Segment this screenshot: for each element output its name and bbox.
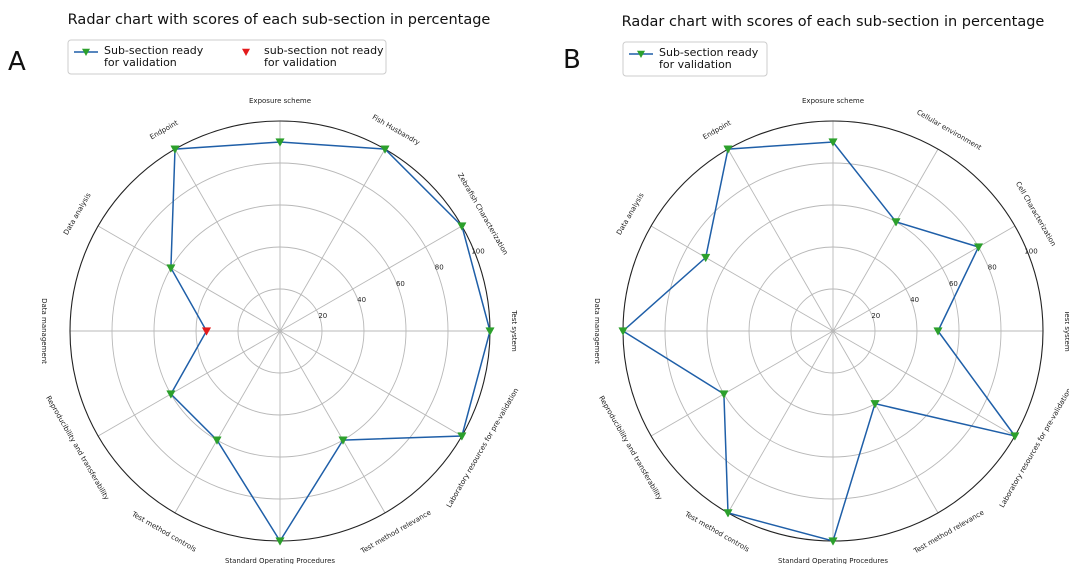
ready-marker	[275, 537, 285, 546]
ready-marker	[701, 253, 711, 263]
red-triangle-icon	[242, 48, 250, 56]
ready-marker	[933, 327, 943, 336]
radar-chart-b: Radar chart with scores of each sub-sect…	[563, 14, 1069, 564]
radial-tick-label: 20	[871, 312, 880, 320]
ready-marker	[719, 390, 729, 399]
grid-spoke	[650, 225, 834, 332]
ready-marker	[891, 218, 901, 227]
grid-spoke	[174, 330, 281, 514]
grid-spoke	[832, 148, 939, 332]
radar-panel-b: Radar chart with scores of each sub-sect…	[535, 0, 1069, 564]
category-label: Exposure scheme	[802, 97, 864, 105]
not-ready-marker	[201, 327, 212, 336]
category-label: Test method controls	[129, 510, 198, 554]
ready-marker	[485, 327, 495, 336]
category-label: Test system	[1063, 309, 1069, 351]
panel-letter: B	[563, 45, 581, 75]
grid-spoke	[832, 330, 939, 514]
radial-tick-label: 40	[910, 296, 919, 304]
ready-marker	[457, 222, 467, 231]
ready-marker	[338, 436, 348, 445]
category-label: Data management	[593, 298, 601, 364]
radial-tick-label: 60	[396, 280, 405, 288]
ready-marker	[618, 327, 628, 336]
category-label: Endpoint	[702, 119, 733, 142]
legend-label: Sub-section ready	[659, 46, 759, 59]
ready-marker	[380, 145, 390, 154]
radar-grid	[623, 121, 1043, 541]
grid-spoke	[727, 148, 834, 332]
chart-title: Radar chart with scores of each sub-sect…	[622, 14, 1045, 30]
green-triangle-icon	[637, 50, 645, 58]
grid-spoke	[650, 330, 834, 437]
ready-marker	[828, 537, 838, 546]
grid-spoke	[279, 330, 386, 514]
legend-box	[622, 41, 768, 77]
grid-spoke	[97, 330, 281, 437]
series-line	[621, 141, 1017, 542]
radar-grid	[70, 121, 490, 541]
legend-label: for validation	[659, 58, 732, 71]
grid-spoke	[832, 225, 1016, 332]
category-label: Test system	[510, 309, 518, 351]
grid-spoke	[279, 148, 386, 332]
category-label: Data analysis	[62, 191, 93, 236]
category-label: Fish Husbandry	[371, 113, 422, 147]
ready-marker	[212, 436, 222, 445]
category-label: Cellular environment	[915, 108, 983, 152]
green-triangle-icon	[82, 48, 90, 56]
radial-tick-label: 80	[988, 264, 997, 272]
ready-marker	[166, 264, 176, 273]
category-label: Exposure scheme	[249, 97, 311, 105]
grid-spoke	[174, 148, 281, 332]
ready-marker	[723, 509, 733, 518]
ready-marker	[723, 145, 733, 154]
category-label: Cell Characterization	[1014, 180, 1058, 247]
legend-box	[67, 39, 387, 75]
legend-label: sub-section not ready	[264, 44, 384, 57]
category-label: Standard Operating Procedures	[778, 557, 888, 564]
ready-marker	[170, 145, 180, 154]
category-label: Data analysis	[615, 191, 646, 236]
category-label: Standard Operating Procedures	[225, 557, 335, 564]
grid-spoke	[832, 330, 1016, 437]
ready-marker	[275, 138, 285, 147]
ready-marker	[870, 400, 880, 409]
category-label: Laboratory resources for pre-validation	[445, 387, 520, 509]
category-label: Data management	[40, 298, 48, 364]
category-label: Reproducibility and transferability	[44, 395, 110, 502]
ready-marker	[1010, 432, 1020, 441]
legend-label: Sub-section ready	[104, 44, 204, 57]
series-line	[169, 141, 491, 543]
ready-marker	[828, 138, 838, 147]
category-label: Test method relevance	[912, 509, 986, 556]
radial-tick-label: 40	[357, 296, 366, 304]
grid-spoke	[279, 330, 463, 437]
radar-panel-a: Radar chart with scores of each sub-sect…	[0, 0, 534, 564]
category-label: Reproducibility and transferability	[597, 395, 663, 502]
grid-spoke	[727, 330, 834, 514]
chart-title: Radar chart with scores of each sub-sect…	[68, 12, 491, 28]
category-label: Test method relevance	[359, 509, 433, 556]
ready-marker	[166, 390, 176, 399]
ready-marker	[973, 243, 984, 252]
legend-label: for validation	[264, 56, 337, 69]
radial-tick-label: 80	[435, 264, 444, 272]
category-label: Laboratory resources for pre-validation	[998, 387, 1069, 509]
panel-letter: A	[8, 47, 26, 77]
radial-tick-label: 100	[1024, 248, 1037, 256]
category-label: Zebrafish Characterization	[456, 172, 510, 257]
radial-tick-label: 60	[949, 280, 958, 288]
legend-label: for validation	[104, 56, 177, 69]
radial-tick-label: 20	[318, 312, 327, 320]
ready-marker	[457, 432, 467, 441]
category-label: Endpoint	[149, 119, 180, 142]
radial-tick-label: 100	[471, 248, 484, 256]
grid-spoke	[279, 225, 463, 332]
radar-chart-a: Radar chart with scores of each sub-sect…	[8, 12, 520, 564]
grid-spoke	[97, 225, 281, 332]
